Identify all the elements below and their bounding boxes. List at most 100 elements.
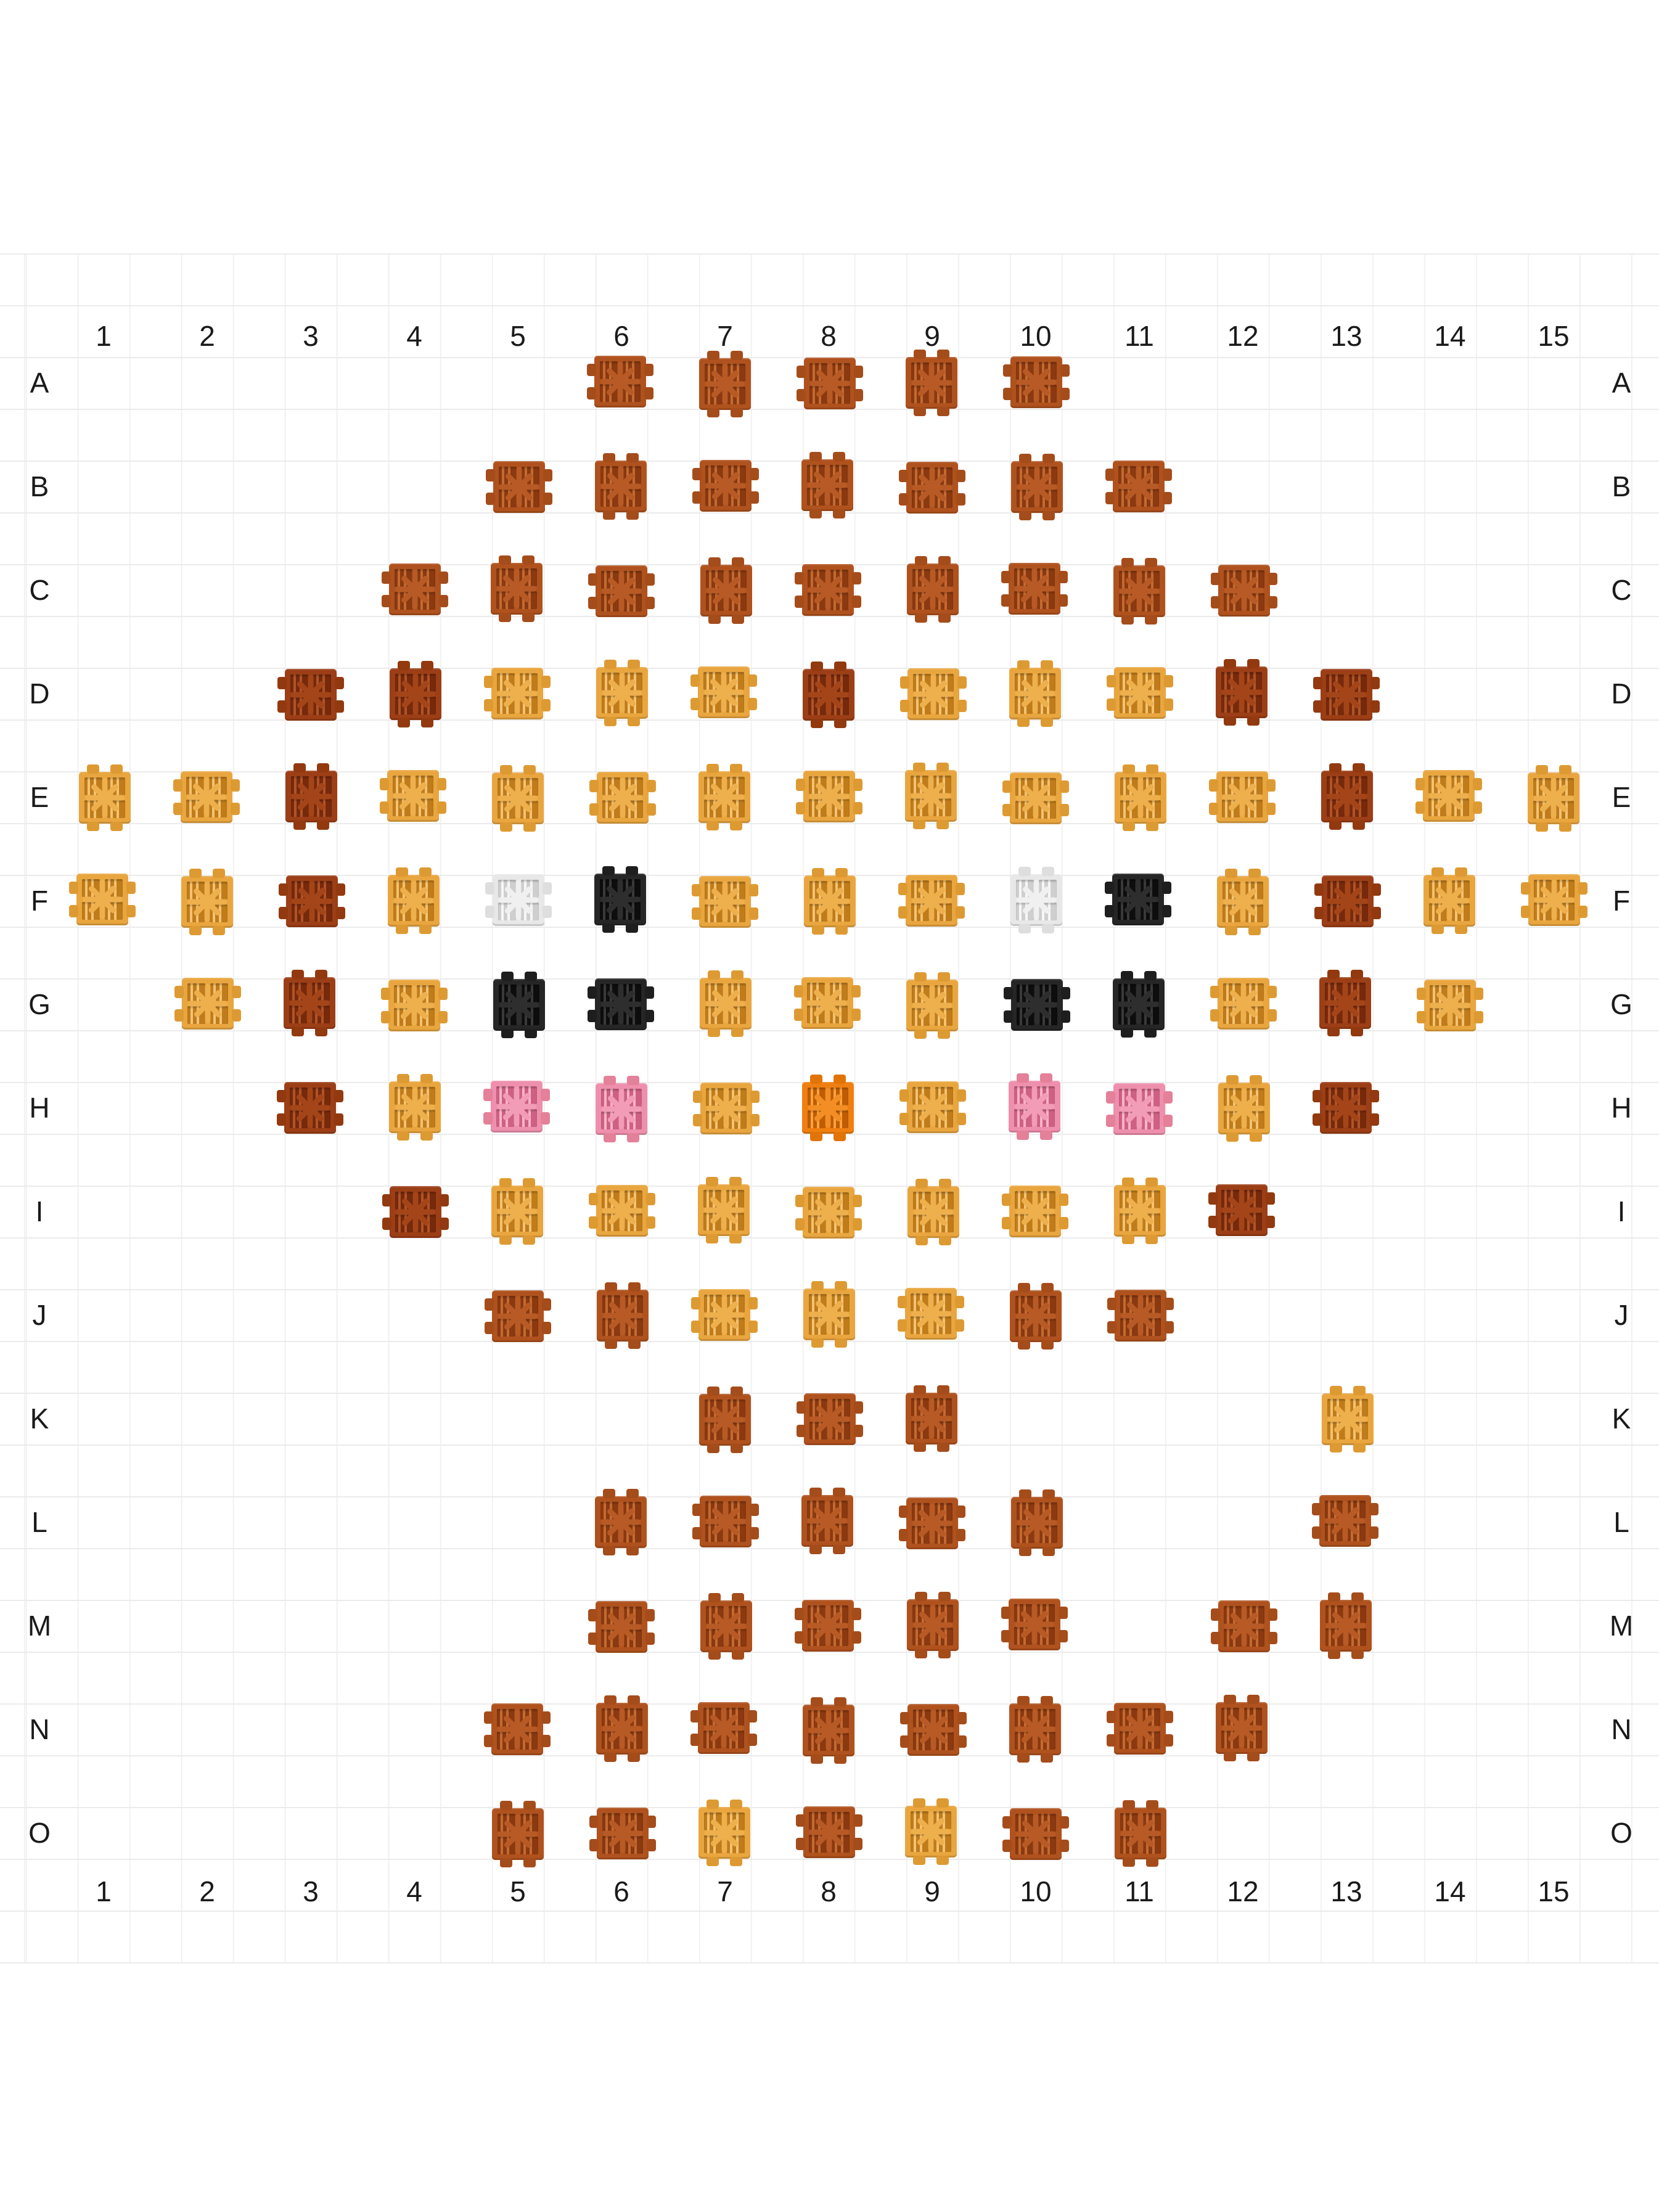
waffle-hole: [290, 1088, 308, 1105]
waffle-hole: [520, 1814, 538, 1832]
waffle-hole: [1038, 1837, 1056, 1854]
connector-nub: [835, 1338, 847, 1348]
connector-nub: [397, 1131, 409, 1141]
connector-nub: [1266, 803, 1276, 815]
piece-J5-terracotta-brown: [485, 1290, 551, 1342]
piece-B10-terracotta-brown: [1011, 454, 1063, 520]
connector-nub: [795, 1195, 805, 1207]
connector-nub: [1122, 1178, 1134, 1187]
connector-nub: [1211, 1632, 1220, 1644]
waffle-hole: [416, 776, 433, 793]
waffle-hole: [290, 697, 308, 715]
piece-A10-terracotta-brown: [1003, 356, 1070, 408]
waffle-hole: [625, 1708, 642, 1726]
connector-nub: [644, 387, 653, 399]
waffle-hole: [418, 1192, 436, 1210]
connector-nub: [1059, 571, 1068, 583]
waffle-hole: [934, 1421, 952, 1439]
connector-nub: [750, 491, 759, 504]
waffle-hole: [1118, 466, 1136, 484]
waffle-hole: [1350, 1399, 1368, 1417]
connector-nub: [398, 661, 410, 670]
connector-nub: [499, 1235, 512, 1245]
connector-nub: [1224, 1695, 1236, 1704]
waffle-hole: [417, 1110, 435, 1128]
connector-nub: [732, 1650, 744, 1660]
connector-nub: [707, 821, 719, 830]
waffle-hole: [809, 1399, 827, 1417]
waffle-hole: [808, 674, 826, 692]
connector-nub: [1455, 925, 1467, 934]
connector-nub: [605, 1282, 617, 1292]
waffle-hole: [292, 904, 309, 922]
connector-nub: [1105, 492, 1115, 504]
connector-nub: [1163, 469, 1172, 481]
waffle-hole: [105, 879, 123, 897]
connector-nub: [277, 1090, 286, 1102]
connector-nub: [523, 765, 536, 774]
column-label-top-10: 10: [1020, 320, 1052, 352]
row-label-left-B: B: [30, 470, 49, 502]
waffle-hole: [1348, 1006, 1366, 1023]
waffle-hole: [1037, 1086, 1055, 1104]
connector-nub: [626, 1489, 639, 1498]
connector-nub: [957, 1735, 967, 1748]
piece-B9-terracotta-brown: [899, 462, 965, 514]
connector-nub: [500, 765, 512, 774]
waffle-hole: [1556, 778, 1574, 796]
connector-nub: [812, 868, 824, 877]
connector-nub: [707, 1387, 719, 1396]
connector-nub: [1578, 906, 1587, 918]
connector-nub: [1004, 1010, 1013, 1023]
piece-I10-amber-gold: [1002, 1186, 1068, 1237]
waffle-hole: [187, 983, 205, 1001]
connector-nub: [440, 1218, 449, 1230]
connector-nub: [750, 1504, 759, 1516]
waffle-hole: [1037, 1604, 1055, 1622]
waffle-hole: [809, 799, 827, 817]
waffle-hole: [809, 1317, 827, 1335]
waffle-hole: [704, 1813, 722, 1830]
waffle-hole: [808, 1628, 825, 1646]
piece-C6-terracotta-brown: [588, 565, 655, 617]
waffle-hole: [290, 674, 308, 692]
waffle-hole: [832, 1294, 850, 1312]
connector-nub: [293, 763, 306, 772]
connector-nub: [541, 1089, 550, 1101]
connector-nub: [110, 764, 123, 774]
piece-F5-white: [485, 874, 552, 926]
waffle-hole: [1223, 983, 1241, 1001]
waffle-hole: [623, 361, 641, 379]
connector-nub: [1002, 1816, 1012, 1829]
connector-nub: [1329, 821, 1342, 830]
waffle-hole: [602, 1731, 620, 1749]
waffle-hole: [499, 985, 517, 1002]
waffle-hole: [1325, 1628, 1343, 1646]
waffle-hole: [418, 697, 436, 715]
connector-nub: [1211, 573, 1220, 585]
waffle-hole: [84, 800, 102, 818]
waffle-hole: [623, 1525, 641, 1542]
connector-nub: [645, 1609, 655, 1621]
waffle-hole: [830, 983, 848, 1001]
connector-nub: [543, 469, 552, 481]
waffle-hole: [1244, 1708, 1262, 1726]
connector-nub: [541, 699, 551, 711]
waffle-hole: [727, 1422, 745, 1440]
waffle-hole: [395, 592, 412, 610]
connector-nub: [1330, 1443, 1342, 1452]
connector-nub: [1040, 1073, 1052, 1083]
connector-nub: [1106, 1115, 1115, 1127]
waffle-hole: [809, 1422, 827, 1440]
connector-nub: [1162, 905, 1171, 917]
connector-nub: [809, 452, 822, 461]
connector-nub: [1017, 718, 1030, 727]
piece-G2-amber-gold: [174, 978, 241, 1030]
waffle-hole: [1143, 1295, 1161, 1313]
waffle-hole: [82, 902, 100, 920]
connector-nub: [1164, 1734, 1173, 1747]
waffle-hole: [601, 1607, 619, 1624]
connector-nub: [587, 364, 596, 376]
connector-nub: [1105, 469, 1115, 481]
